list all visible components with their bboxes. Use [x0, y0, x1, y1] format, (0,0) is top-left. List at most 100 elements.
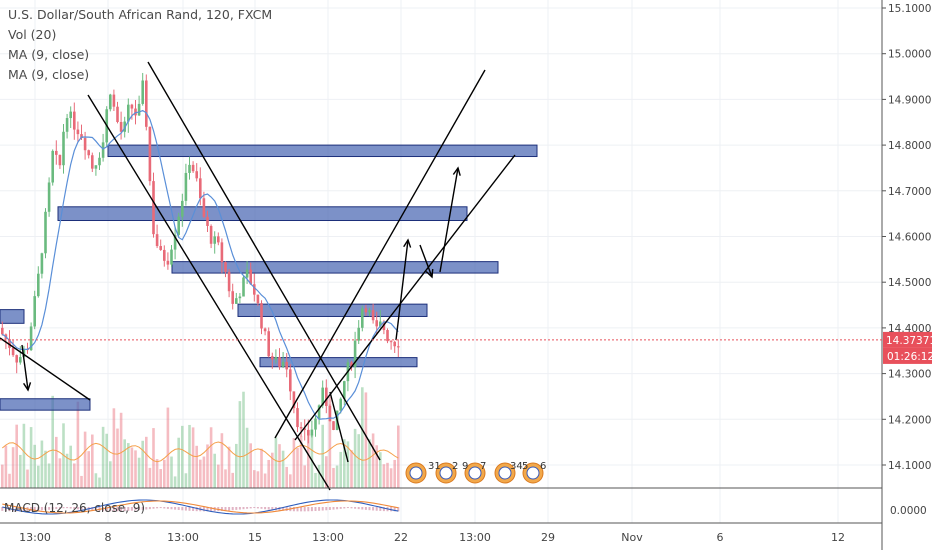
macd-histogram-bar [372, 507, 375, 511]
candle-body [33, 296, 36, 327]
volume-bar [47, 463, 51, 488]
volume-bar [44, 450, 47, 488]
candle-body [213, 236, 216, 244]
volume-bar [37, 465, 40, 488]
macd-histogram-bar [300, 507, 303, 512]
legend-ma-1: MA (9, close) [8, 47, 90, 62]
candle-body [314, 418, 317, 430]
macd-histogram-bar [123, 507, 126, 512]
candle-body [271, 356, 274, 360]
macd-histogram-bar [80, 507, 83, 510]
candle-body [249, 269, 252, 285]
candle-body [202, 198, 206, 217]
volume-bar [73, 463, 76, 488]
candle-body [137, 103, 141, 116]
zone-rect[interactable] [237, 303, 428, 317]
event-badge-count: 5 [522, 461, 528, 472]
macd-histogram-bar [22, 507, 25, 512]
axis-background [882, 0, 932, 550]
macd-histogram-bar [321, 507, 324, 511]
macd-histogram-bar [33, 507, 36, 511]
volume-bar [101, 426, 105, 488]
volume-bar [1, 464, 4, 488]
candle-body [47, 182, 51, 212]
arrow-line [21, 344, 29, 391]
candle-body [361, 308, 364, 328]
candle-body [159, 246, 162, 250]
candle-body [364, 308, 368, 313]
volume-bar [137, 457, 141, 488]
trend-line[interactable] [274, 69, 486, 439]
current-price-label: 14.37371 [886, 335, 932, 347]
zone-rect[interactable] [0, 398, 91, 411]
support-resistance-zones[interactable] [0, 144, 538, 411]
event-badges[interactable]: 31 2 9 7 34 5 6 [405, 461, 546, 484]
macd-histogram-bar [350, 507, 353, 509]
zone-rect[interactable] [171, 261, 499, 274]
volume-bar [339, 451, 342, 488]
axis-tick-label: 14.70000 [888, 186, 932, 198]
countdown-box [883, 347, 932, 364]
macd-histogram-bar [264, 507, 267, 510]
moving-average-line [1, 109, 399, 420]
volume-bar [177, 437, 180, 488]
volume-bar [26, 469, 29, 488]
macd-histogram-bar [1, 507, 4, 511]
volume-bar [217, 464, 220, 488]
volume-bar [188, 424, 191, 488]
macd-histogram-bar [314, 507, 317, 511]
volume-bar [386, 462, 389, 488]
macd-histogram-bar [246, 507, 249, 509]
macd-histogram-bar [328, 507, 331, 510]
zone-rect[interactable] [0, 309, 25, 324]
macd-histogram-bar [202, 507, 205, 512]
time-tick-label: 15 [248, 531, 262, 544]
countdown-label: 01:26:12 [887, 351, 932, 363]
trend-line[interactable] [294, 154, 516, 441]
candle-body [303, 428, 306, 430]
zone-rect[interactable] [107, 144, 538, 158]
time-axis[interactable]: 13:00 8 13:00 15 13:00 22 13:00 29 Nov 6 12 [19, 531, 845, 544]
flag-icon [468, 466, 482, 480]
trend-line[interactable] [87, 94, 331, 491]
candle-body [296, 408, 299, 428]
macd-histogram-bar [206, 507, 209, 512]
volume-bar [65, 453, 69, 488]
axis-tick-label: 14.80000 [888, 140, 932, 152]
volume-bar [109, 461, 112, 488]
zone-rect[interactable] [57, 206, 468, 222]
zone-rect[interactable] [259, 357, 418, 368]
volume-bar [253, 470, 256, 488]
macd-histogram-bar [375, 507, 378, 511]
axis-tick-label: 14.30000 [888, 369, 932, 381]
macd-histogram-bar [339, 507, 342, 509]
candle-body [55, 150, 58, 155]
trend-line[interactable] [147, 61, 381, 461]
time-tick-label: 29 [541, 531, 555, 544]
macd-histogram-bar [159, 507, 162, 509]
candle-body [217, 236, 220, 243]
axis-tick-label: 14.20000 [888, 414, 932, 426]
candle-body [163, 249, 166, 261]
volume-bar [11, 447, 15, 488]
macd-histogram-bar [343, 507, 346, 509]
macd-histogram-bar [397, 507, 400, 512]
candle-body [184, 172, 188, 201]
volume-bar [317, 464, 321, 488]
macd-histogram-bar [393, 507, 396, 512]
volume-bar [299, 435, 303, 488]
candle-body [278, 357, 281, 367]
candle-body [191, 164, 195, 172]
macd-histogram-bar [195, 507, 198, 512]
trend-line[interactable] [329, 391, 349, 463]
macd-histogram-bar [260, 507, 263, 509]
signal-line [2, 500, 399, 514]
trend-line[interactable] [0, 337, 91, 401]
trend-line-drawings[interactable] [0, 61, 516, 491]
candle-body [181, 200, 184, 217]
macd-histogram-bar [235, 507, 238, 510]
candle-body [339, 398, 342, 411]
macd-histogram-bar [37, 507, 40, 511]
